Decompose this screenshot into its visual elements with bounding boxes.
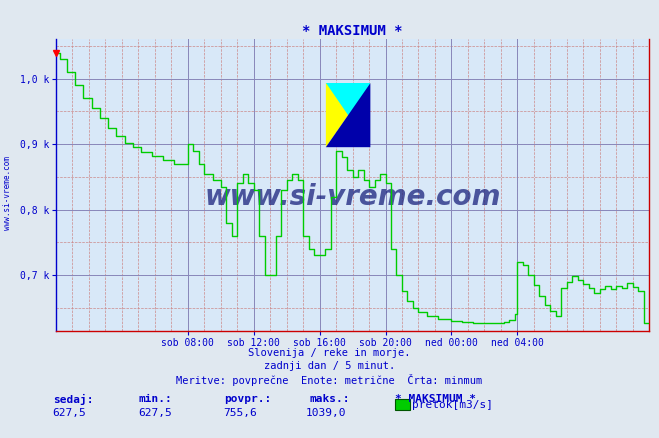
Text: sedaj:: sedaj: [53, 394, 93, 405]
Text: maks.:: maks.: [310, 394, 350, 404]
Title: * MAKSIMUM *: * MAKSIMUM * [302, 24, 403, 38]
Text: Slovenija / reke in morje.: Slovenija / reke in morje. [248, 348, 411, 358]
Text: 627,5: 627,5 [52, 408, 86, 418]
Text: povpr.:: povpr.: [224, 394, 272, 404]
Polygon shape [326, 83, 370, 147]
Text: * MAKSIMUM *: * MAKSIMUM * [395, 394, 476, 404]
Text: zadnji dan / 5 minut.: zadnji dan / 5 minut. [264, 361, 395, 371]
Text: Meritve: povprečne  Enote: metrične  Črta: minmum: Meritve: povprečne Enote: metrične Črta:… [177, 374, 482, 386]
Text: 627,5: 627,5 [138, 408, 172, 418]
Text: pretok[m3/s]: pretok[m3/s] [412, 400, 493, 410]
Text: www.si-vreme.com: www.si-vreme.com [3, 156, 13, 230]
Text: www.si-vreme.com: www.si-vreme.com [204, 183, 501, 211]
Polygon shape [326, 83, 370, 147]
Text: 755,6: 755,6 [223, 408, 258, 418]
Polygon shape [326, 83, 370, 147]
Text: 1039,0: 1039,0 [306, 408, 347, 418]
Text: min.:: min.: [138, 394, 172, 404]
